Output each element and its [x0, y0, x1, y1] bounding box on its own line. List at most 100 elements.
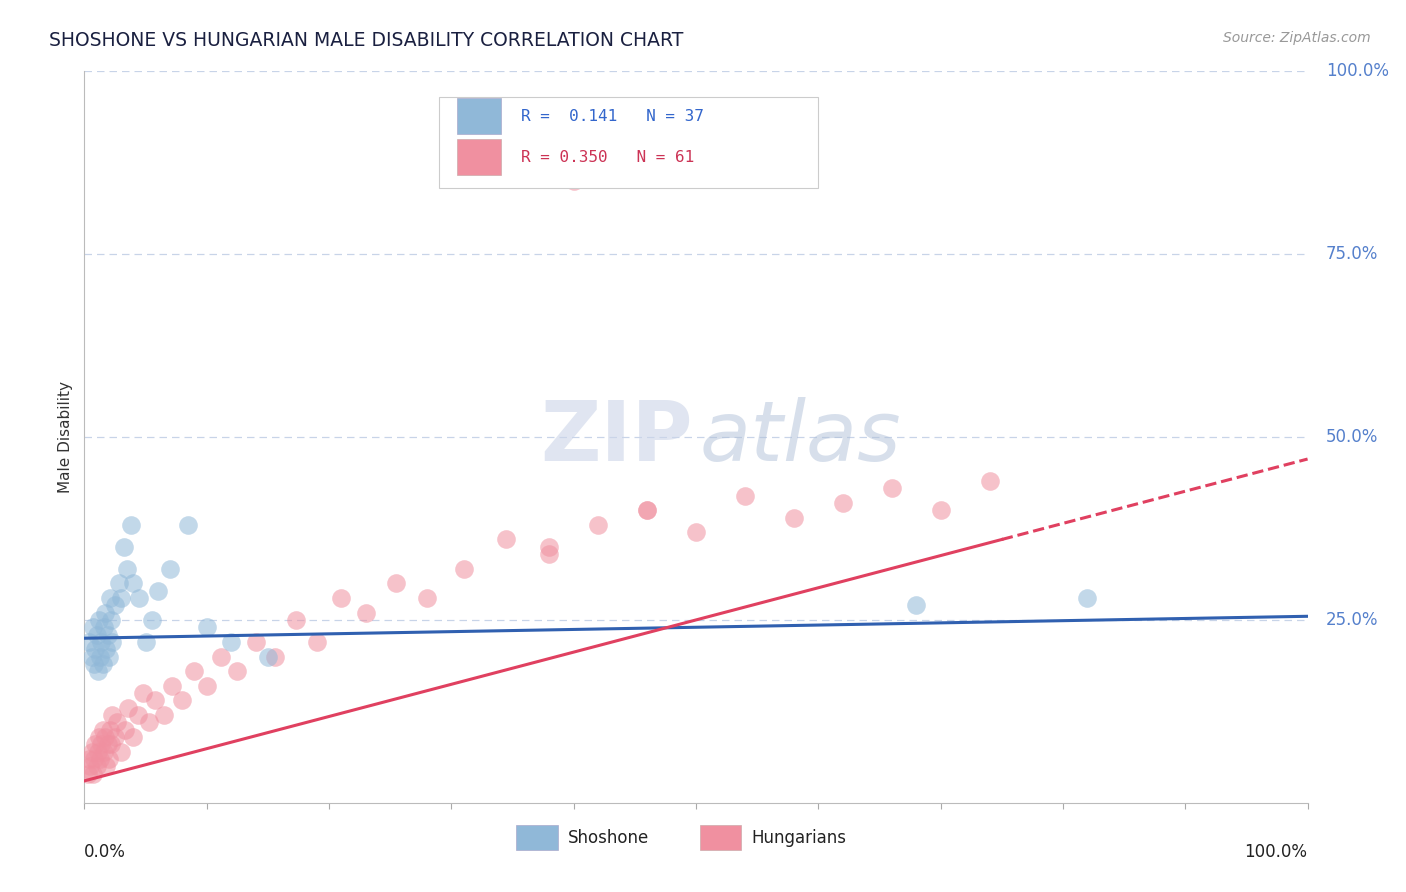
- Point: [104, 730, 127, 744]
- Point: [96, 759, 118, 773]
- Point: [91, 723, 114, 737]
- Point: [83, 657, 105, 671]
- FancyBboxPatch shape: [700, 825, 741, 850]
- Point: [172, 693, 194, 707]
- Text: 75.0%: 75.0%: [1326, 245, 1378, 263]
- Point: [96, 642, 118, 657]
- Point: [93, 745, 115, 759]
- Point: [685, 525, 707, 540]
- Point: [146, 583, 169, 598]
- Point: [783, 510, 806, 524]
- Point: [89, 649, 111, 664]
- Text: Source: ZipAtlas.com: Source: ZipAtlas.com: [1223, 31, 1371, 45]
- Point: [90, 635, 112, 649]
- Text: R = 0.350   N = 61: R = 0.350 N = 61: [522, 150, 695, 165]
- Point: [132, 686, 155, 700]
- Point: [87, 745, 110, 759]
- Point: [100, 613, 122, 627]
- Point: [141, 613, 163, 627]
- Y-axis label: Male Disability: Male Disability: [58, 381, 73, 493]
- Point: [91, 657, 114, 671]
- Point: [77, 766, 100, 780]
- Point: [562, 174, 585, 188]
- Point: [110, 591, 132, 605]
- Text: ZIP: ZIP: [540, 397, 692, 477]
- Point: [264, 649, 287, 664]
- Point: [112, 540, 135, 554]
- Point: [128, 591, 150, 605]
- Point: [117, 700, 139, 714]
- Point: [90, 737, 112, 751]
- Point: [97, 649, 120, 664]
- Text: 0.0%: 0.0%: [84, 843, 127, 861]
- Point: [86, 759, 108, 773]
- Point: [979, 474, 1001, 488]
- Point: [135, 635, 157, 649]
- Point: [538, 547, 561, 561]
- Point: [385, 576, 408, 591]
- Point: [538, 540, 561, 554]
- Point: [89, 752, 111, 766]
- Point: [195, 620, 218, 634]
- Point: [905, 599, 928, 613]
- Point: [127, 708, 149, 723]
- Text: R =  0.141   N = 37: R = 0.141 N = 37: [522, 109, 704, 124]
- Point: [93, 620, 115, 634]
- Point: [183, 664, 205, 678]
- Point: [97, 752, 120, 766]
- Text: 100.0%: 100.0%: [1326, 62, 1389, 80]
- Point: [84, 642, 107, 657]
- Point: [285, 613, 308, 627]
- Point: [195, 679, 218, 693]
- Point: [83, 752, 105, 766]
- Text: 100.0%: 100.0%: [1244, 843, 1308, 861]
- Point: [82, 766, 104, 780]
- Point: [636, 503, 658, 517]
- Point: [101, 708, 124, 723]
- Point: [87, 613, 110, 627]
- Point: [107, 576, 129, 591]
- Point: [105, 715, 128, 730]
- Point: [586, 517, 609, 532]
- Point: [79, 759, 101, 773]
- FancyBboxPatch shape: [457, 98, 502, 134]
- FancyBboxPatch shape: [516, 825, 558, 850]
- Text: 50.0%: 50.0%: [1326, 428, 1378, 446]
- Point: [209, 649, 232, 664]
- Point: [226, 664, 249, 678]
- Point: [1076, 591, 1098, 605]
- Point: [330, 591, 353, 605]
- Point: [97, 627, 120, 641]
- Point: [97, 737, 120, 751]
- Point: [122, 730, 145, 744]
- Point: [100, 737, 122, 751]
- Point: [98, 591, 121, 605]
- Text: 25.0%: 25.0%: [1326, 611, 1378, 629]
- Point: [80, 649, 103, 664]
- Point: [138, 715, 160, 730]
- Point: [98, 723, 121, 737]
- Point: [162, 679, 184, 693]
- Point: [86, 627, 108, 641]
- Point: [94, 606, 117, 620]
- Point: [880, 481, 903, 495]
- Text: Hungarians: Hungarians: [751, 829, 846, 847]
- Point: [495, 533, 517, 547]
- Point: [257, 649, 280, 664]
- Point: [153, 708, 176, 723]
- Point: [101, 635, 124, 649]
- FancyBboxPatch shape: [439, 97, 818, 188]
- Point: [120, 517, 142, 532]
- Point: [831, 496, 853, 510]
- Point: [453, 562, 475, 576]
- Point: [87, 730, 110, 744]
- Point: [143, 693, 166, 707]
- Point: [636, 503, 658, 517]
- Point: [245, 635, 267, 649]
- Point: [219, 635, 242, 649]
- Point: [77, 752, 100, 766]
- Point: [929, 503, 952, 517]
- Point: [104, 599, 127, 613]
- FancyBboxPatch shape: [457, 139, 502, 175]
- Text: Shoshone: Shoshone: [568, 829, 648, 847]
